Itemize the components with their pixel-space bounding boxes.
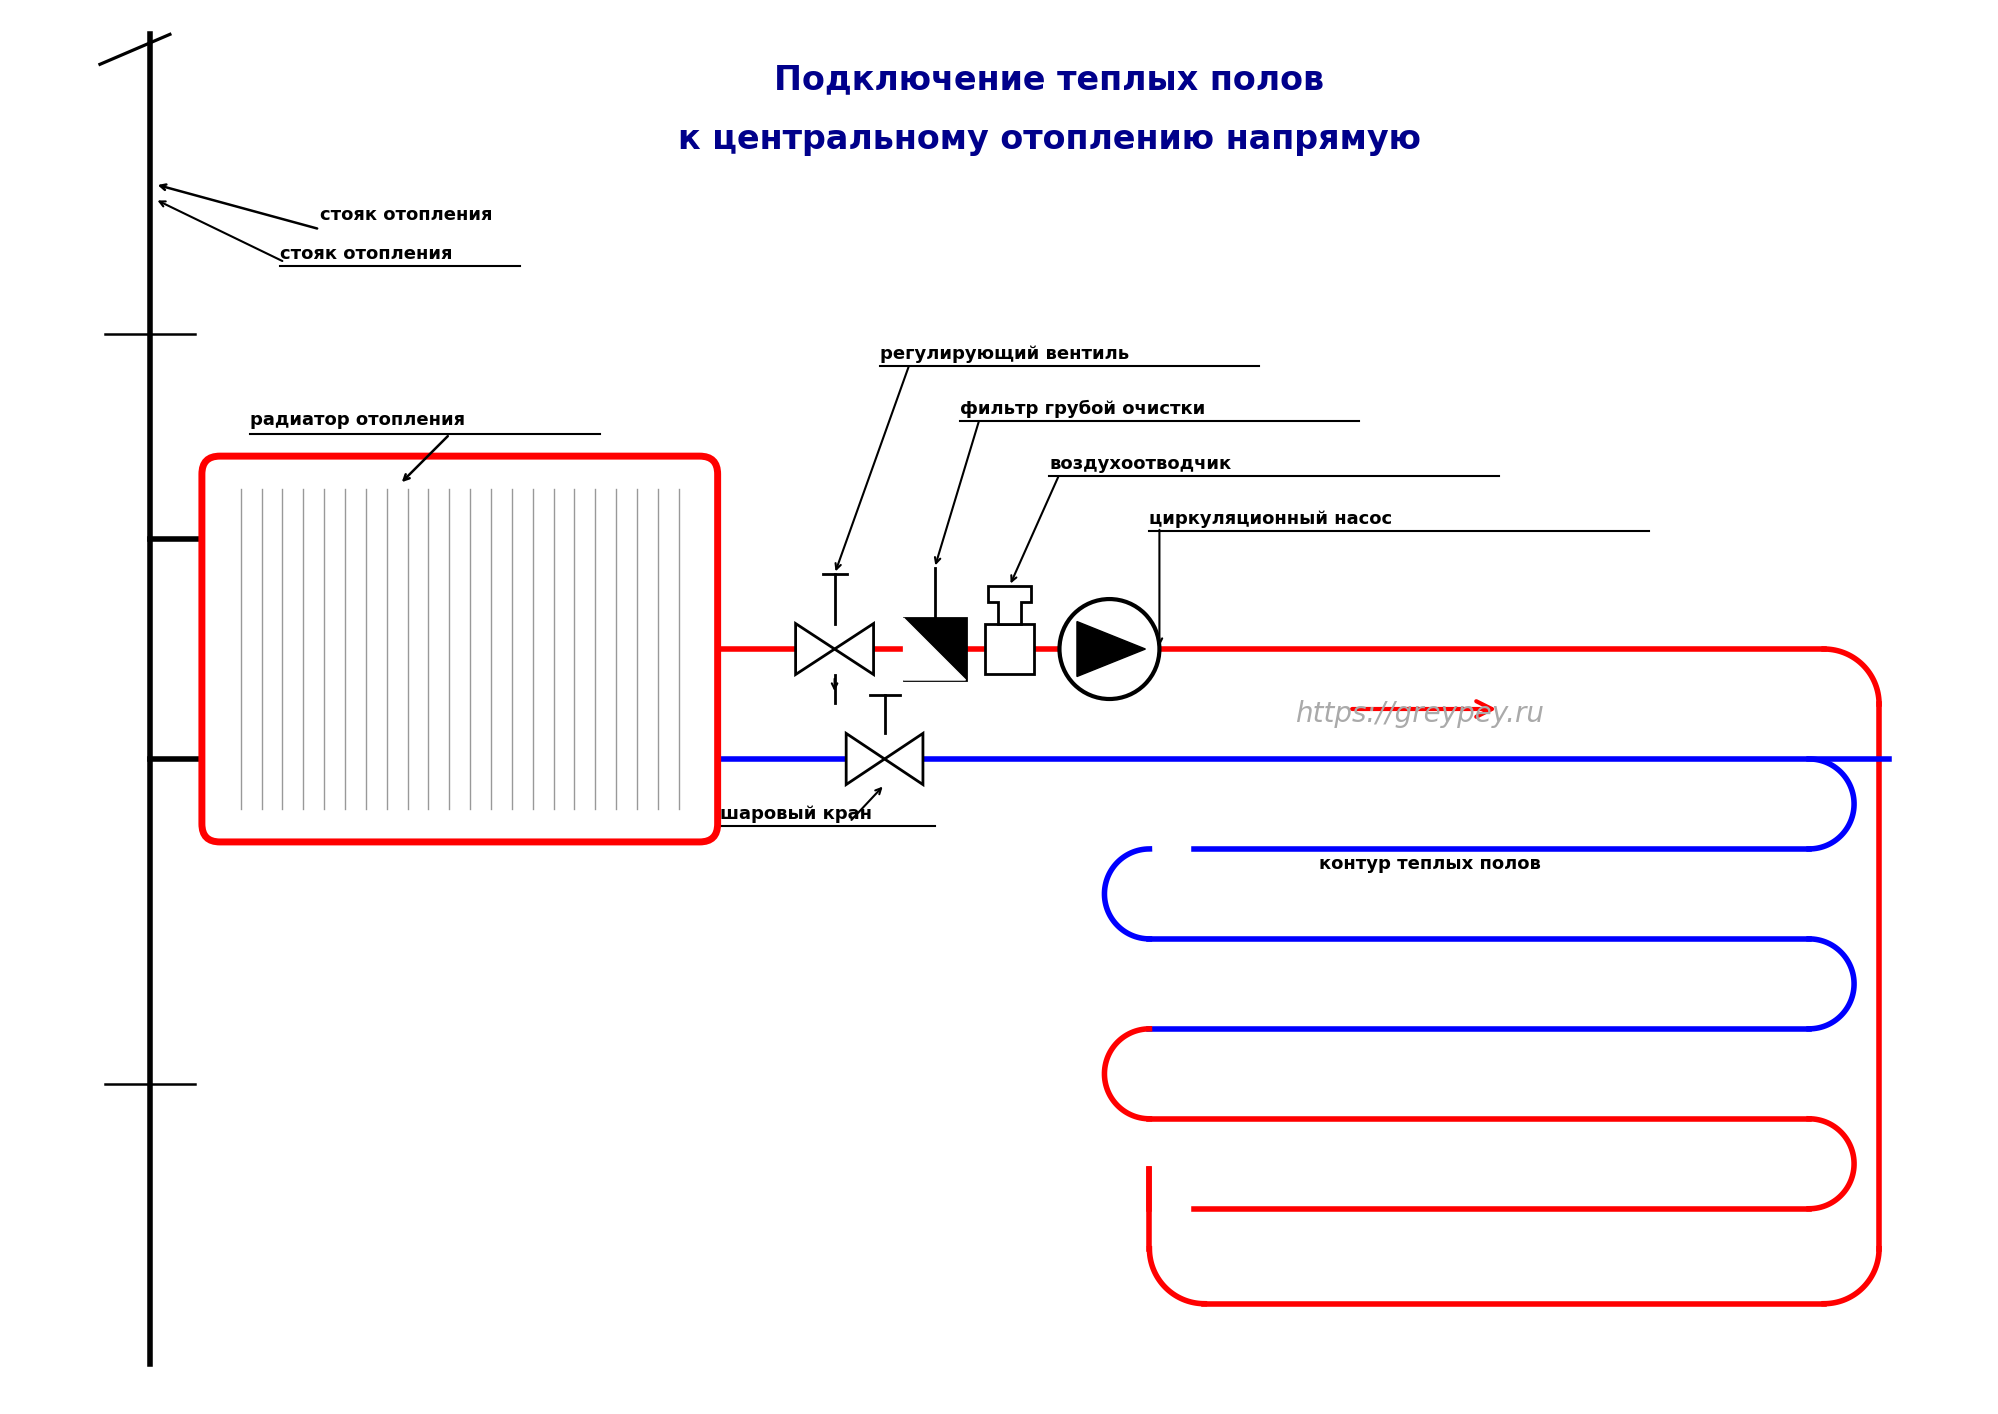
Text: регулирующий вентиль: регулирующий вентиль <box>879 345 1129 363</box>
Circle shape <box>1059 600 1159 699</box>
Text: контур теплых полов: контур теплых полов <box>1319 855 1540 872</box>
Polygon shape <box>903 618 965 680</box>
Text: стояк отопления: стояк отопления <box>320 206 492 225</box>
Polygon shape <box>987 585 1031 624</box>
Text: стояк отопления: стояк отопления <box>280 245 452 263</box>
FancyBboxPatch shape <box>202 457 717 841</box>
Polygon shape <box>795 624 835 674</box>
Text: к центральному отоплению напрямую: к центральному отоплению напрямую <box>677 123 1421 156</box>
Text: воздухоотводчик: воздухоотводчик <box>1049 455 1231 474</box>
Polygon shape <box>903 618 965 680</box>
Text: радиатор отопления: радиатор отопления <box>250 411 466 428</box>
Text: шаровый кран: шаровый кран <box>719 805 871 823</box>
Polygon shape <box>845 734 883 785</box>
Polygon shape <box>983 624 1035 674</box>
Text: Подключение теплых полов: Подключение теплых полов <box>773 62 1325 96</box>
Text: циркуляционный насос: циркуляционный насос <box>1149 510 1393 527</box>
Polygon shape <box>1077 622 1145 676</box>
Text: https://greypey.ru: https://greypey.ru <box>1295 700 1542 728</box>
Polygon shape <box>835 624 873 674</box>
Text: фильтр грубой очистки: фильтр грубой очистки <box>959 400 1205 419</box>
Polygon shape <box>883 734 923 785</box>
